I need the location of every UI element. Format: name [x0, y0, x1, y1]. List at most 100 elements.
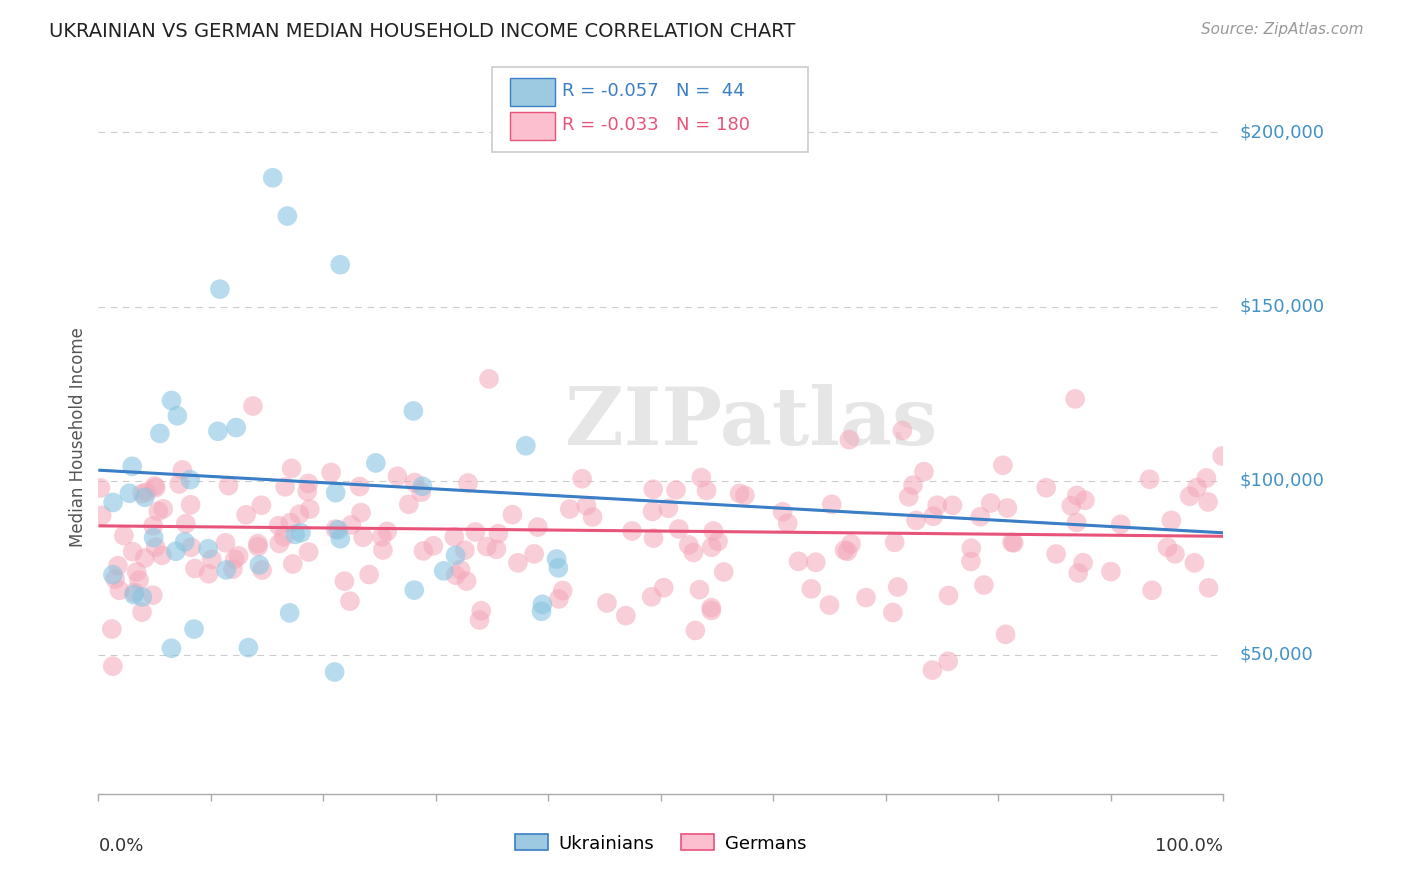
Point — [250, 498, 273, 512]
Point — [995, 500, 1018, 515]
Point — [713, 565, 735, 579]
Point — [218, 478, 240, 492]
Point — [558, 502, 581, 516]
Point — [838, 433, 860, 447]
Point — [546, 552, 568, 566]
Point — [787, 554, 810, 568]
Point — [179, 473, 201, 487]
Point — [581, 510, 603, 524]
Point — [215, 563, 238, 577]
Text: ZIPatlas: ZIPatlas — [565, 384, 936, 462]
Point — [454, 543, 477, 558]
Point — [284, 527, 307, 541]
Point — [1197, 495, 1219, 509]
Point — [145, 481, 167, 495]
Point — [398, 497, 420, 511]
Point — [274, 480, 297, 494]
Point — [225, 420, 247, 434]
Point — [150, 549, 173, 563]
Point — [349, 479, 371, 493]
Point — [700, 540, 723, 554]
Text: $100,000: $100,000 — [1240, 472, 1324, 490]
Point — [281, 557, 304, 571]
Point — [89, 481, 111, 495]
Point — [905, 513, 928, 527]
Point — [834, 543, 856, 558]
Point — [804, 555, 827, 569]
Point — [339, 594, 361, 608]
Point — [280, 461, 302, 475]
Point — [101, 622, 124, 636]
Point — [143, 479, 166, 493]
Point — [991, 458, 1014, 473]
Point — [1074, 493, 1097, 508]
Point — [1066, 488, 1088, 502]
Point — [1211, 449, 1233, 463]
Point — [134, 551, 156, 566]
Point — [149, 426, 172, 441]
Point — [333, 574, 356, 589]
Point — [531, 598, 554, 612]
Point — [643, 482, 665, 496]
Point — [247, 558, 270, 572]
Point — [1185, 481, 1208, 495]
Point — [839, 537, 862, 551]
Point — [921, 663, 943, 677]
Point — [131, 486, 153, 500]
Text: Source: ZipAtlas.com: Source: ZipAtlas.com — [1201, 22, 1364, 37]
Point — [501, 508, 523, 522]
Point — [280, 516, 302, 530]
Point — [145, 540, 167, 554]
Point — [422, 539, 444, 553]
Point — [547, 591, 569, 606]
Point — [678, 538, 700, 552]
Point — [152, 501, 174, 516]
Text: R = -0.033   N = 180: R = -0.033 N = 180 — [562, 116, 751, 134]
Point — [323, 665, 346, 679]
Point — [897, 490, 920, 504]
Point — [444, 568, 467, 582]
Point — [700, 603, 723, 617]
Point — [350, 506, 373, 520]
Point — [1099, 565, 1122, 579]
Point — [160, 641, 183, 656]
Point — [276, 209, 298, 223]
Point — [941, 499, 963, 513]
Point — [121, 459, 143, 474]
Point — [776, 516, 799, 531]
Point — [371, 530, 394, 544]
Point — [325, 522, 347, 536]
Point — [551, 583, 574, 598]
Point — [1060, 499, 1083, 513]
Point — [883, 535, 905, 549]
Point — [596, 596, 619, 610]
Point — [148, 504, 170, 518]
Point — [180, 498, 202, 512]
Point — [912, 465, 935, 479]
Point — [222, 562, 245, 576]
Point — [142, 588, 165, 602]
Point — [1064, 392, 1087, 406]
Point — [470, 604, 492, 618]
Point — [201, 552, 224, 566]
Point — [207, 425, 229, 439]
Text: $200,000: $200,000 — [1240, 123, 1324, 142]
Point — [515, 439, 537, 453]
Point — [238, 640, 260, 655]
Point — [214, 536, 236, 550]
Point — [124, 585, 146, 599]
Point — [640, 590, 662, 604]
Point — [901, 478, 924, 492]
Legend: Ukrainians, Germans: Ukrainians, Germans — [508, 827, 814, 860]
Point — [112, 528, 135, 542]
Point — [1140, 583, 1163, 598]
Point — [108, 583, 131, 598]
Point — [412, 544, 434, 558]
Point — [173, 534, 195, 549]
Point — [197, 566, 219, 581]
Point — [387, 469, 409, 483]
Point — [1001, 535, 1024, 549]
Point — [523, 547, 546, 561]
Point — [980, 496, 1002, 510]
Point — [166, 409, 188, 423]
